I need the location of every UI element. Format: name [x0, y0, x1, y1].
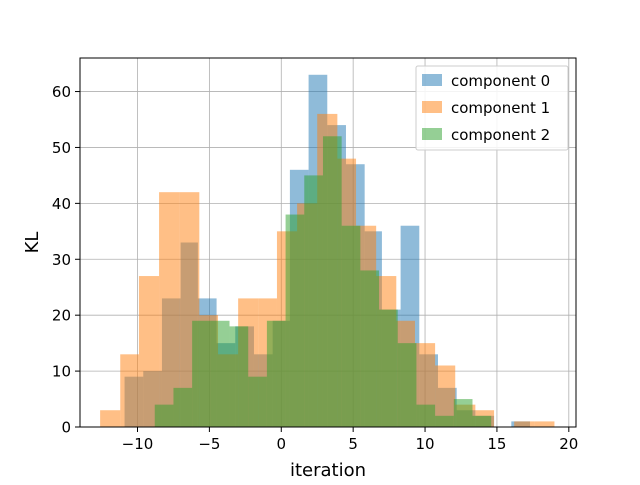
x-tick-label: −5: [198, 435, 220, 453]
histogram-bar: [397, 343, 417, 427]
x-tick-label: −10: [122, 435, 154, 453]
legend-swatch: [422, 128, 442, 140]
histogram-bar: [322, 136, 342, 428]
histogram-bar: [341, 225, 361, 427]
histogram-bar: [416, 404, 436, 427]
histogram-bar: [435, 415, 454, 427]
y-tick-label: 0: [61, 419, 71, 437]
y-tick-label: 20: [52, 307, 71, 325]
y-axis-label: KL: [22, 232, 43, 254]
histogram-bar: [154, 404, 174, 427]
y-tick-label: 10: [52, 363, 71, 381]
x-axis-label: iteration: [290, 460, 366, 480]
histogram-bar: [100, 410, 121, 427]
legend-swatch: [422, 101, 442, 113]
bars-layer: [100, 74, 555, 428]
series-2-bars: [154, 136, 492, 428]
histogram-bar: [514, 421, 535, 427]
x-tick-label: 15: [487, 435, 506, 453]
y-tick-label: 60: [52, 83, 71, 101]
histogram-bar: [472, 415, 492, 427]
x-tick-label: 20: [559, 435, 578, 453]
histogram-bar: [248, 376, 267, 427]
x-tick-label: 5: [348, 435, 358, 453]
histogram-bar: [120, 354, 139, 427]
legend-box: [415, 65, 569, 151]
legend-swatch: [422, 74, 442, 86]
ticks-layer: −10 −5 0 5 10 15 20 0 10 20 30 40 50 60: [52, 83, 578, 453]
x-tick-label: 0: [277, 435, 287, 453]
histogram-bar: [159, 192, 180, 427]
histogram-bar: [192, 320, 211, 427]
y-tick-label: 40: [52, 195, 71, 213]
histogram-bar: [360, 270, 380, 427]
x-tick-label: 10: [415, 435, 434, 453]
histogram-bar: [453, 399, 473, 427]
histogram-bar: [210, 320, 230, 427]
plot-frame: [79, 57, 577, 428]
histogram-bar: [266, 320, 286, 427]
histogram-bar: [379, 309, 398, 427]
y-tick-label: 30: [52, 251, 71, 269]
legend-entry-label: component 2: [451, 126, 550, 144]
histogram-bar: [229, 326, 249, 427]
histogram-bar: [285, 214, 305, 427]
histogram-bar: [173, 387, 193, 427]
y-tick-label: 50: [52, 139, 71, 157]
legend-entry-label: component 0: [451, 72, 550, 90]
histogram-bar: [534, 421, 555, 427]
histogram-bar: [138, 276, 160, 427]
legend: component 0 component 1 component 2: [415, 65, 569, 151]
histogram-bar: [435, 365, 456, 427]
histogram-bar: [304, 175, 323, 427]
legend-entry-label: component 1: [451, 99, 550, 117]
